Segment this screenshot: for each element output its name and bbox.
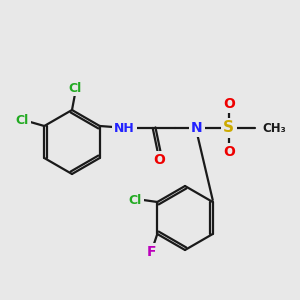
Text: O: O — [223, 97, 235, 111]
Text: N: N — [191, 121, 203, 135]
Text: F: F — [146, 245, 156, 259]
Text: O: O — [153, 153, 165, 167]
Text: NH: NH — [114, 122, 135, 134]
Text: Cl: Cl — [16, 113, 29, 127]
Text: Cl: Cl — [68, 82, 82, 94]
Text: S: S — [223, 121, 234, 136]
Text: CH₃: CH₃ — [263, 122, 286, 134]
Text: O: O — [223, 145, 235, 159]
Text: Cl: Cl — [129, 194, 142, 206]
